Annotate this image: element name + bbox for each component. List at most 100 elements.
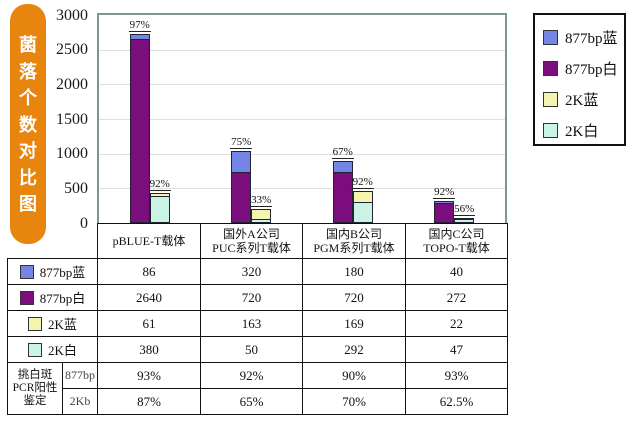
category-header: 国内C公司 TOPO-T载体 [405,223,508,259]
chart-title-char: 数 [19,114,37,135]
category-header: 国外A公司 PUC系列T载体 [200,223,303,259]
legend-swatch [543,92,558,107]
cell-value: 65% [200,388,303,415]
y-tick-label: 1000 [56,145,88,163]
category-header: pBLUE-T载体 [97,223,201,259]
stacked-bar-2K [352,191,373,223]
cell-value: 93% [405,362,508,389]
gridline [99,188,505,190]
legend-item: 877bp蓝 [543,22,624,53]
cell-value: 93% [97,362,201,389]
legend-label: 2K白 [565,124,599,140]
bar-percent-label: 92% [433,186,456,199]
stacked-bar-2K [251,209,272,223]
stacked-bar-2K [454,218,475,223]
chart-title-char: 菌 [19,35,37,55]
row-swatch [28,343,43,357]
table-header-row: pBLUE-T载体 国外A公司 PUC系列T载体 国内B公司 PGM系列T载体 国内C公司… [8,223,508,259]
stacked-bar-877bp [231,151,252,223]
y-tick-label: 500 [64,179,88,197]
chart-title-char: 个 [19,88,37,108]
bar-segment-2K白 [149,197,170,223]
legend-label: 2K蓝 [565,93,599,109]
table-row: 2Kb 87% 65% 70% 62.5% [8,388,508,415]
bar-segment-877bp白 [332,173,353,223]
stacked-bar-877bp [434,201,455,223]
legend-swatch [543,123,558,138]
row-label: 2K白 [7,336,98,363]
stacked-bar-877bp [332,161,353,223]
gridline [99,49,505,51]
legend-swatch [543,30,558,45]
bar-percent-label: 67% [331,146,354,159]
table-corner-spacer [8,224,98,259]
bar-percent-label: 75% [230,136,253,149]
bar-percent-label: 92% [351,176,374,189]
bar-segment-2K蓝 [251,209,272,220]
cell-value: 50 [200,336,303,363]
bar-percent-label: 97% [128,19,151,32]
cell-value: 86 [97,258,201,285]
cell-value: 320 [200,258,303,285]
bar-segment-2K蓝 [352,191,373,203]
row-swatch [19,291,34,305]
category-header: 国内B公司 PGM系列T载体 [302,223,406,259]
plot-area: 97% 92% 75% 33% 67% 92% 92% 56% [97,13,507,223]
cell-value: 380 [97,336,201,363]
cell-value: 272 [405,284,508,311]
legend: 877bp蓝 877bp白 2K蓝 2K白 [533,13,626,146]
bar-segment-877bp蓝 [434,201,455,204]
pcr-subrow-label: 877bp [62,362,98,389]
row-label: 877bp白 [7,284,98,311]
y-tick-label: 0 [80,214,88,232]
legend-item: 877bp白 [543,53,624,84]
gridline [99,119,505,120]
bar-percent-label: 56% [453,203,476,216]
bar-segment-2K蓝 [454,218,475,220]
bar-segment-877bp白 [129,40,150,223]
table-row: 2K白 380 50 292 47 [7,336,508,363]
y-tick-label: 2000 [56,75,88,93]
chart-title-char: 图 [19,194,37,214]
cell-value: 62.5% [405,388,508,415]
cell-value: 292 [302,336,406,363]
legend-label: 877bp白 [565,62,618,78]
cell-value: 22 [405,310,508,337]
cell-value: 40 [405,258,508,285]
row-label: 2K蓝 [7,310,98,337]
bar-segment-877bp白 [434,204,455,223]
cell-value: 163 [200,310,303,337]
chart-title: 菌落个数对比图 [10,4,46,244]
bar-segment-2K白 [251,220,272,223]
table-row: 挑白斑 PCR阳性 鉴定 877bp 93% 92% 90% 93% [7,362,508,415]
y-tick-label: 3000 [56,6,88,24]
y-tick-label: 1500 [56,110,88,128]
legend-item: 2K白 [543,115,624,146]
cell-value: 90% [302,362,406,389]
cell-value: 180 [302,258,406,285]
bar-segment-877bp蓝 [231,151,252,173]
cell-value: 92% [200,362,303,389]
data-table: pBLUE-T载体 国外A公司 PUC系列T载体 国内B公司 PGM系列T载体 国内C公司… [7,223,508,415]
table-row: 877bp蓝 86 320 180 40 [7,258,508,285]
bar-segment-2K白 [454,220,475,223]
row-label: 877bp蓝 [7,258,98,285]
cell-value: 47 [405,336,508,363]
chart-title-char: 比 [19,167,37,188]
cell-value: 61 [97,310,201,337]
bar-segment-2K白 [352,203,373,223]
row-swatch [19,265,34,279]
stacked-bar-877bp [129,34,150,223]
table-row: 877bp白 2640 720 720 272 [7,284,508,311]
table-row: 2K蓝 61 163 169 22 [7,310,508,337]
bar-segment-877bp蓝 [129,34,150,40]
pcr-subrow-label: 2Kb [62,388,98,415]
legend-label: 877bp蓝 [565,31,618,47]
y-tick-label: 2500 [56,41,88,59]
cell-value: 2640 [97,284,201,311]
row-swatch [28,317,43,331]
cell-value: 70% [302,388,406,415]
cell-value: 169 [302,310,406,337]
bar-percent-label: 33% [250,194,273,207]
